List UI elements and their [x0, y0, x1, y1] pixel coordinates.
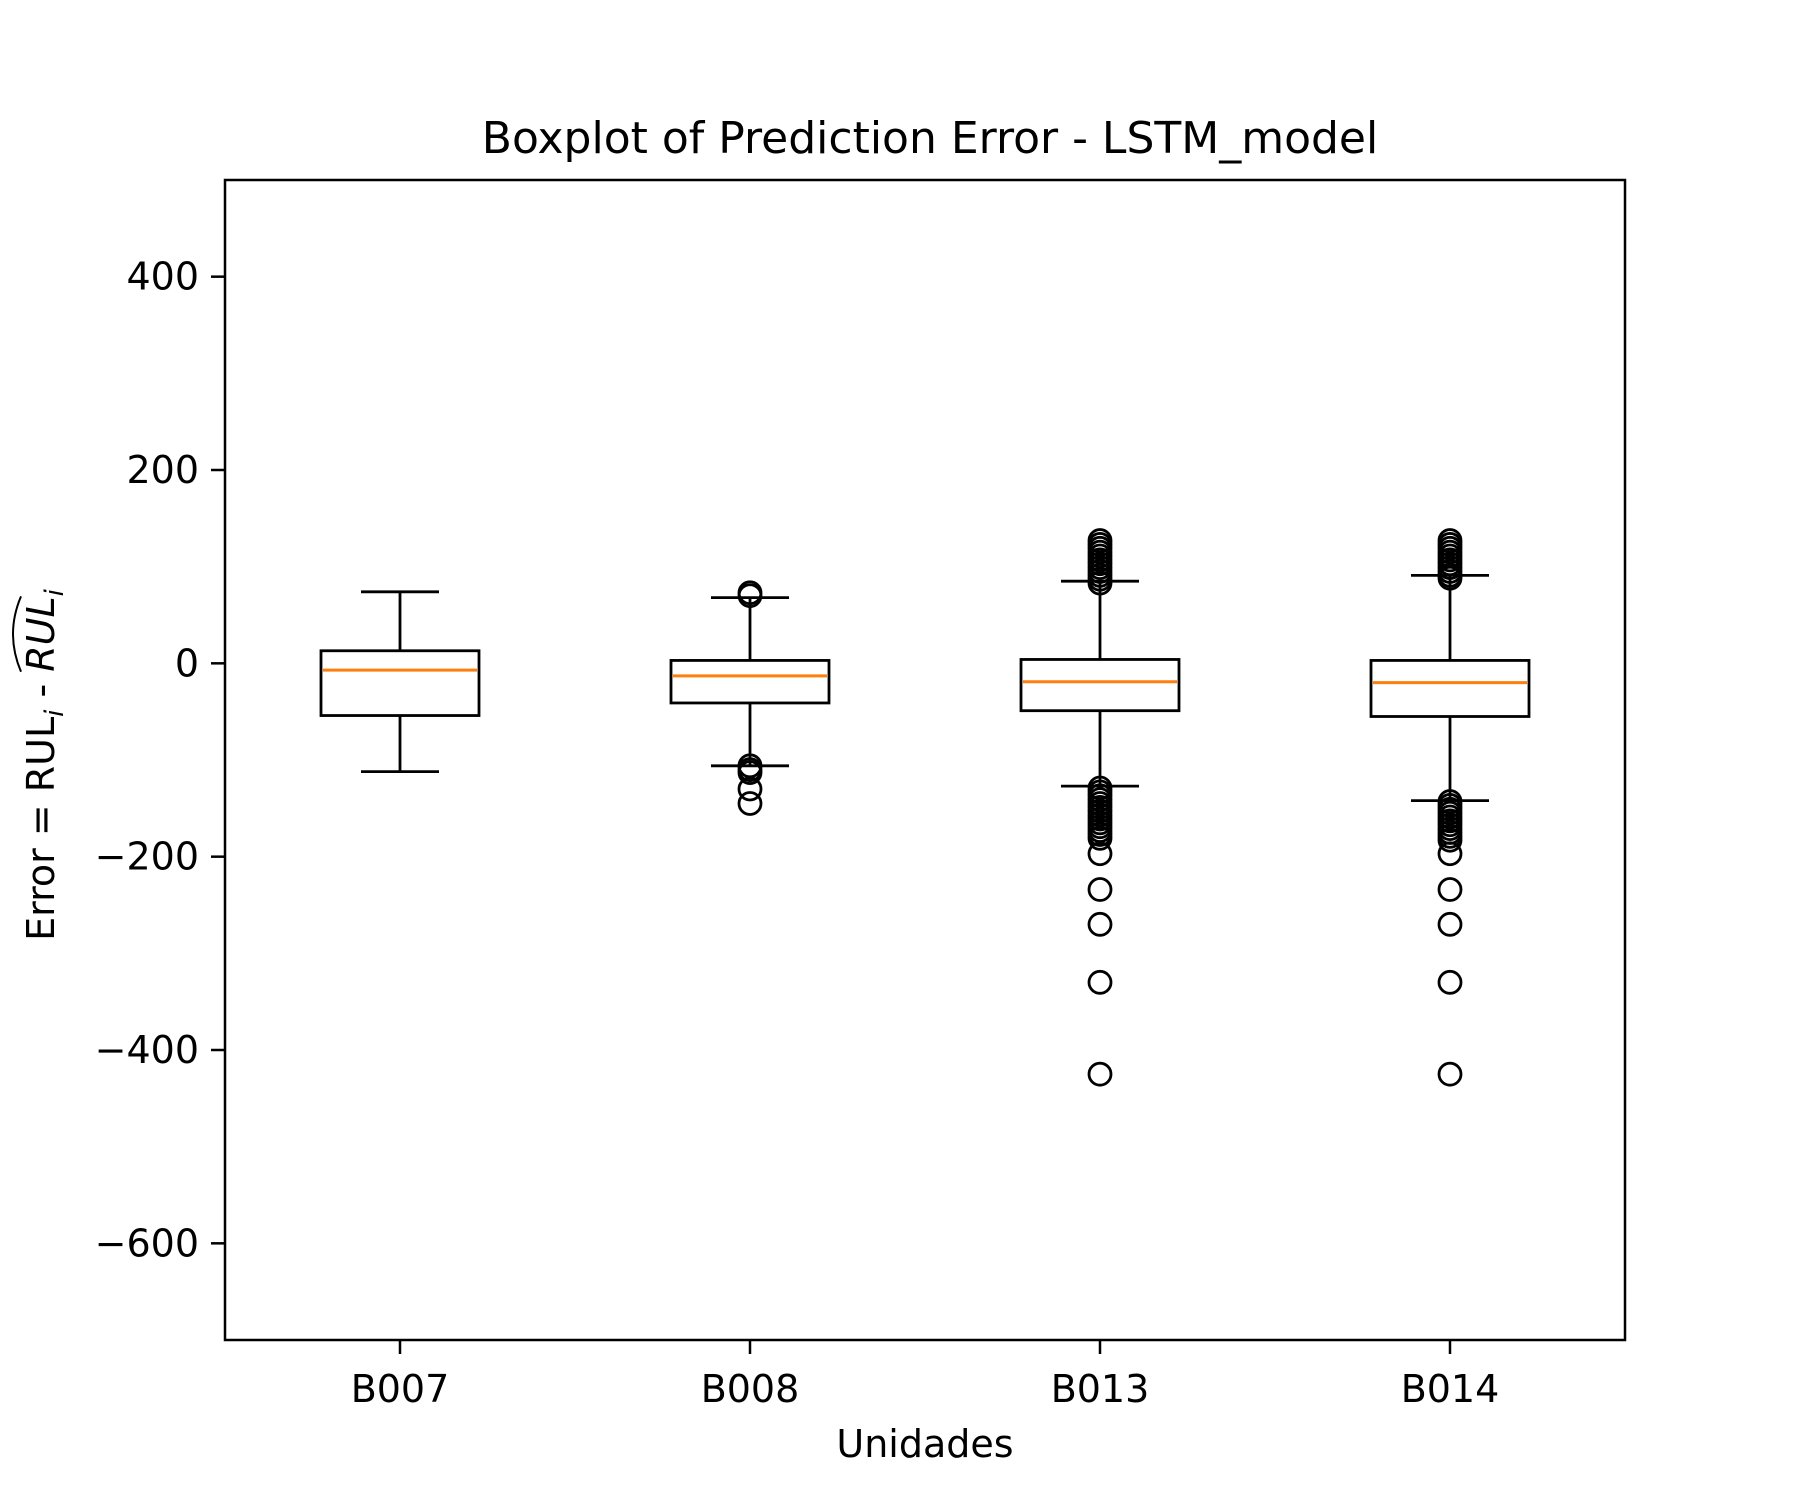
x-axis-label: Unidades — [836, 1422, 1013, 1466]
outlier-point — [1437, 1061, 1463, 1087]
y-label-hat-sub: i — [40, 588, 70, 596]
x-tick-label: B014 — [1401, 1367, 1500, 1411]
outlier-point — [1087, 570, 1113, 596]
iqr-box — [319, 649, 481, 717]
outlier-point — [1087, 911, 1113, 937]
outlier-point — [1437, 911, 1463, 937]
outlier-point — [1437, 877, 1463, 902]
outlier-point — [1087, 825, 1113, 851]
y-tick-label: 400 — [126, 255, 199, 299]
outlier-point — [1437, 565, 1463, 591]
chart-title: Boxplot of Prediction Error - LSTM_model — [482, 113, 1378, 164]
outlier-point — [1087, 1061, 1113, 1087]
box-series — [319, 528, 1531, 1087]
box-b008 — [669, 580, 831, 816]
x-tick-label: B007 — [351, 1367, 450, 1411]
box-b013 — [1019, 528, 1181, 1087]
outlier-point — [737, 791, 763, 816]
y-label-sep: - — [19, 672, 63, 710]
outlier-point — [1437, 969, 1463, 995]
y-label-prefix: Error = RUL — [19, 717, 63, 941]
y-tick-label: −200 — [95, 835, 199, 879]
box-b014 — [1369, 528, 1531, 1087]
y-tick-label: −600 — [95, 1221, 199, 1265]
outlier-point — [737, 760, 763, 785]
y-label-hat-accent — [12, 595, 22, 673]
outlier-point — [1087, 877, 1113, 902]
iqr-box — [1369, 659, 1531, 718]
outlier-point — [1087, 969, 1113, 995]
outlier-point — [1437, 841, 1463, 867]
y-axis-label: Error = RULi - RULi — [19, 588, 70, 941]
y-axis: 400 200 0 −200 −400 −600 — [95, 255, 225, 1265]
x-tick-label: B008 — [701, 1367, 800, 1411]
y-tick-label: −400 — [95, 1028, 199, 1072]
x-tick-label: B013 — [1051, 1367, 1150, 1411]
iqr-box — [1019, 658, 1181, 713]
y-label-hat-term: RUL — [19, 596, 63, 671]
outlier-point — [737, 776, 763, 802]
plot-area — [223, 178, 1627, 1342]
y-label-sub: i — [40, 709, 70, 717]
iqr-box — [669, 659, 831, 705]
box-b007 — [319, 590, 481, 773]
outlier-point — [1087, 841, 1113, 867]
outlier-point — [1437, 827, 1463, 853]
y-tick-label: 200 — [126, 448, 199, 492]
outlier-point — [737, 583, 763, 609]
y-tick-label: 0 — [175, 641, 199, 685]
x-axis: B007 B008 B013 B014 — [351, 1340, 1500, 1411]
